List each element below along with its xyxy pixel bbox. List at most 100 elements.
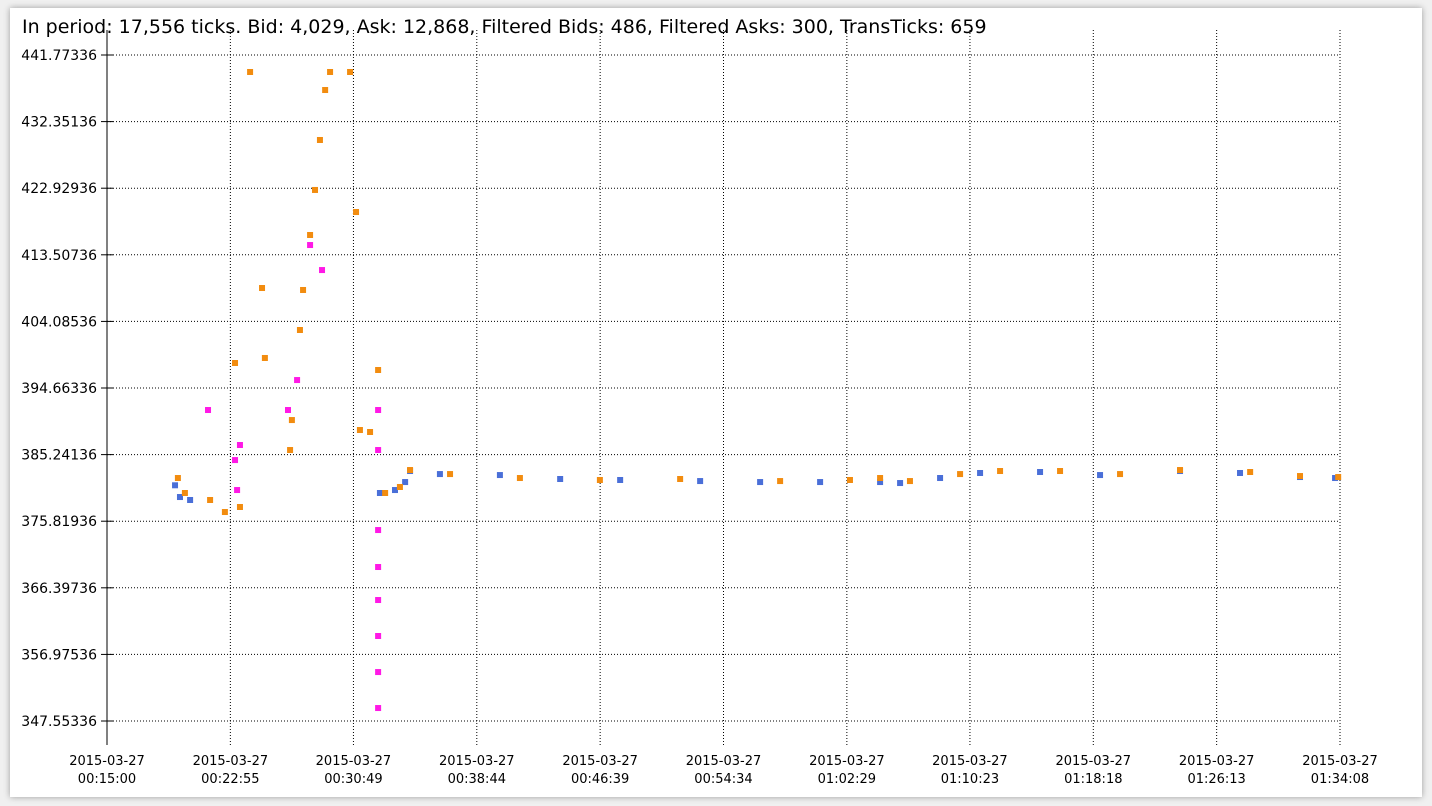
x-tick-label: 2015-03-27 — [316, 754, 392, 769]
point — [375, 527, 382, 534]
point — [221, 509, 228, 516]
x-tick-label: 2015-03-27 — [1179, 754, 1255, 769]
point — [436, 471, 443, 478]
point — [187, 496, 194, 503]
point — [327, 68, 334, 75]
point — [817, 479, 824, 486]
point — [1097, 472, 1104, 479]
point — [496, 472, 503, 479]
y-tick-label: 385.24136 — [21, 448, 97, 464]
point — [957, 471, 964, 478]
point — [347, 68, 354, 75]
point — [516, 475, 523, 482]
point — [391, 487, 398, 494]
x-tick-label: 2015-03-27 — [69, 754, 145, 769]
point — [402, 479, 409, 486]
point — [1247, 469, 1254, 476]
point — [697, 478, 704, 485]
point — [316, 136, 323, 143]
y-tick-label: 404.08536 — [21, 314, 97, 330]
x-tick-label: 01:02:29 — [818, 772, 876, 787]
point — [897, 480, 904, 487]
y-tick-label: 394.66336 — [21, 381, 97, 397]
point — [596, 476, 603, 483]
point — [877, 475, 884, 482]
point — [997, 468, 1004, 475]
point — [877, 479, 884, 486]
x-tick-label: 00:30:49 — [324, 772, 382, 787]
point — [296, 326, 303, 333]
point — [1037, 469, 1044, 476]
point — [172, 482, 179, 489]
point — [261, 354, 268, 361]
point — [937, 475, 944, 482]
x-tick-label: 00:38:44 — [448, 772, 506, 787]
point — [375, 633, 382, 640]
x-tick-label: 2015-03-27 — [686, 754, 762, 769]
point — [1057, 468, 1064, 475]
point — [232, 457, 239, 464]
point — [757, 479, 764, 486]
point — [232, 360, 239, 367]
x-tick-label: 00:46:39 — [571, 772, 629, 787]
point — [447, 471, 454, 478]
point — [1335, 474, 1342, 481]
point — [181, 490, 188, 497]
point — [285, 407, 292, 414]
x-tick-label: 01:18:18 — [1064, 772, 1122, 787]
point — [176, 494, 183, 501]
x-tick-label: 2015-03-27 — [562, 754, 638, 769]
point — [677, 476, 684, 483]
point — [1297, 473, 1304, 480]
y-tick-label: 432.35136 — [21, 115, 97, 131]
point — [376, 490, 383, 497]
point — [375, 705, 382, 712]
point — [375, 564, 382, 571]
point — [236, 442, 243, 449]
point — [407, 467, 414, 474]
point — [1117, 471, 1124, 478]
x-tick-label: 01:10:23 — [941, 772, 999, 787]
x-tick-label: 00:54:34 — [694, 772, 752, 787]
y-tick-label: 413.50736 — [21, 248, 97, 264]
point — [1332, 475, 1339, 482]
point — [375, 367, 382, 374]
point — [288, 417, 295, 424]
point — [234, 487, 241, 494]
point — [207, 496, 214, 503]
x-tick-label: 2015-03-27 — [809, 754, 885, 769]
point — [312, 186, 319, 193]
point — [375, 669, 382, 676]
point — [174, 475, 181, 482]
point — [247, 68, 254, 75]
point — [375, 597, 382, 604]
point — [846, 476, 853, 483]
y-tick-label: 422.92936 — [21, 181, 97, 197]
x-tick-label: 00:22:55 — [201, 772, 259, 787]
point — [367, 428, 374, 435]
x-tick-label: 01:34:08 — [1311, 772, 1369, 787]
point — [300, 286, 307, 293]
x-tick-label: 2015-03-27 — [1056, 754, 1132, 769]
point — [906, 478, 913, 485]
y-tick-label: 375.81936 — [21, 514, 97, 530]
x-tick-label: 2015-03-27 — [932, 754, 1008, 769]
point — [777, 478, 784, 485]
y-tick-label: 356.97536 — [21, 647, 97, 663]
point — [205, 407, 212, 414]
point — [294, 377, 301, 384]
point — [617, 476, 624, 483]
point — [375, 407, 382, 414]
point — [356, 427, 363, 434]
point — [236, 503, 243, 510]
x-tick-label: 2015-03-27 — [193, 754, 269, 769]
point — [557, 476, 564, 483]
point — [353, 209, 360, 216]
y-tick-label: 347.55336 — [21, 714, 97, 730]
x-tick-label: 01:26:13 — [1187, 772, 1245, 787]
point — [1177, 467, 1184, 474]
point — [375, 447, 382, 454]
point — [259, 285, 266, 292]
point — [307, 231, 314, 238]
